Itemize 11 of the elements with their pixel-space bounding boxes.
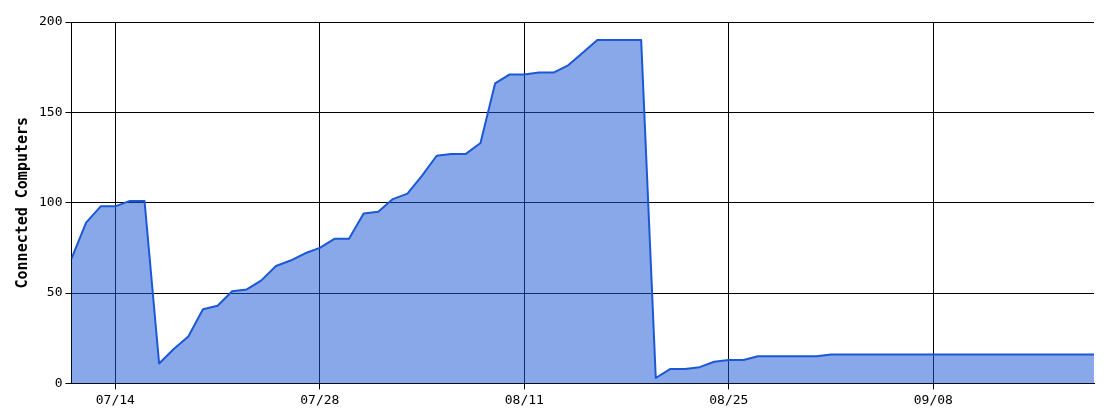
y-tick-label: 200 bbox=[39, 13, 63, 29]
x-tick-label: 08/11 bbox=[504, 391, 544, 407]
y-tick-label: 50 bbox=[46, 284, 63, 300]
y-axis-title: Connected Computers bbox=[12, 116, 31, 289]
y-tick-label: 100 bbox=[39, 194, 63, 210]
x-tick-label: 07/28 bbox=[300, 391, 340, 407]
y-tick-label: 0 bbox=[54, 374, 63, 390]
y-tick-label: 150 bbox=[39, 103, 63, 119]
x-tick-label: 09/08 bbox=[913, 391, 953, 407]
x-tick-label: 08/25 bbox=[709, 391, 749, 407]
x-tick-label: 07/14 bbox=[95, 391, 136, 407]
